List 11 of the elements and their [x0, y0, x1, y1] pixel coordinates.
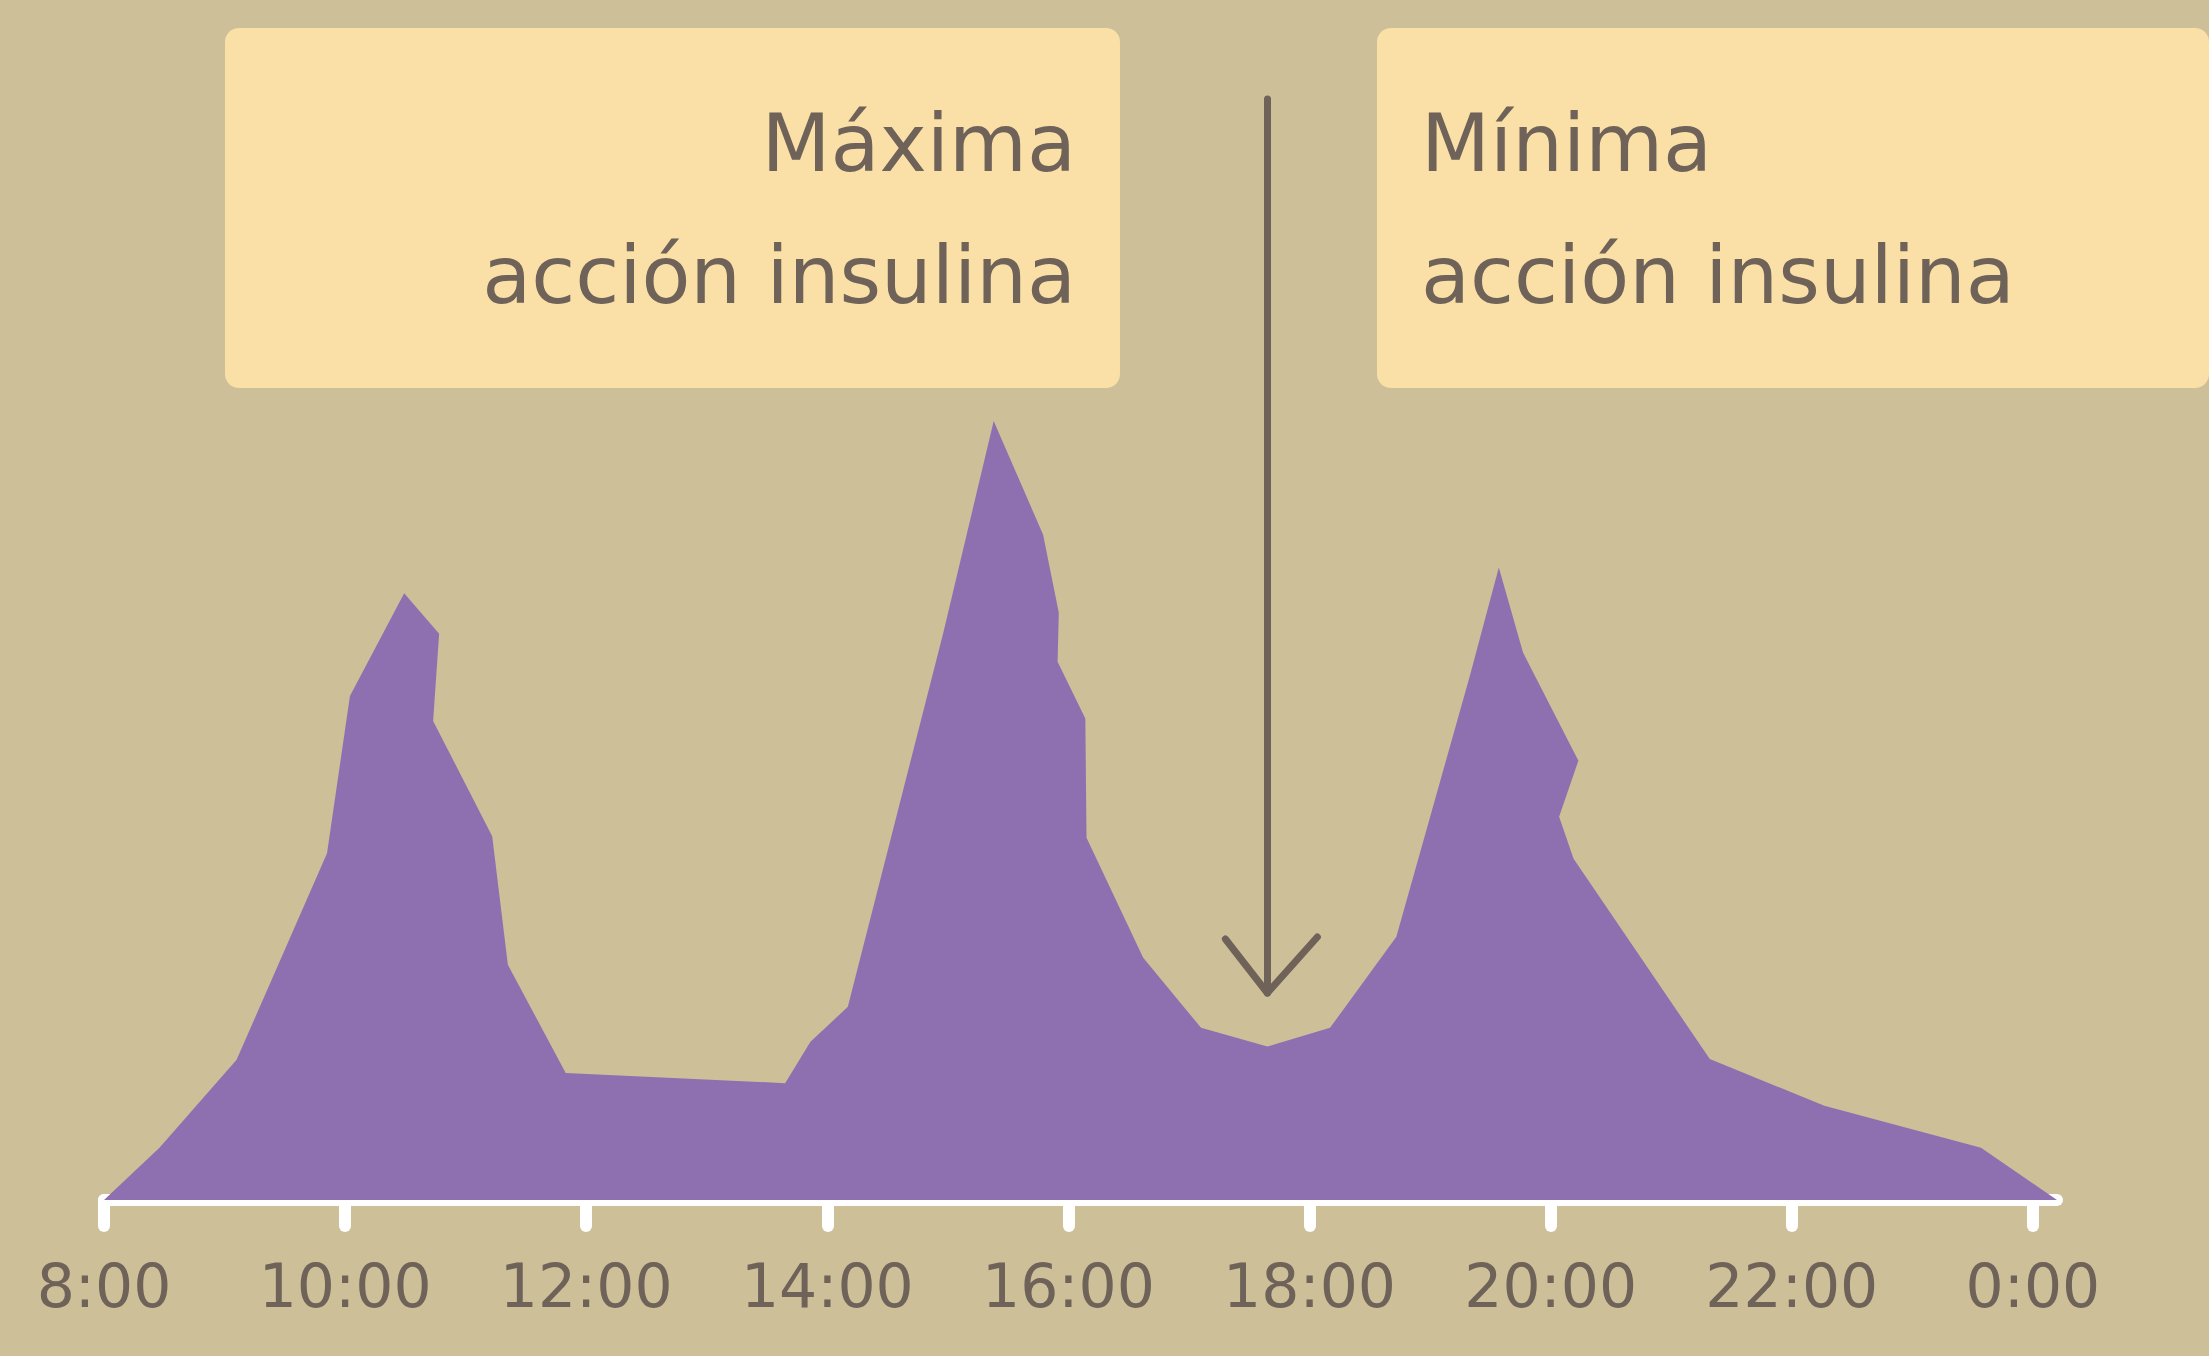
text: Máxima acción insulina — [225, 28, 1120, 388]
x-tick-label: 12:00 — [499, 1251, 673, 1321]
x-tick-label: 22:00 — [1705, 1251, 1879, 1321]
x-tick-label: 20:00 — [1464, 1251, 1638, 1321]
text: Mínima acción insulina — [1377, 28, 2209, 388]
x-tick-label: 8:00 — [36, 1251, 172, 1321]
x-tick-label: 16:00 — [981, 1251, 1155, 1321]
x-tick-label: 14:00 — [740, 1251, 914, 1321]
x-tick-label: 0:00 — [1965, 1251, 2101, 1321]
x-tick-label: 18:00 — [1223, 1251, 1397, 1321]
x-tick-label: 10:00 — [258, 1251, 432, 1321]
